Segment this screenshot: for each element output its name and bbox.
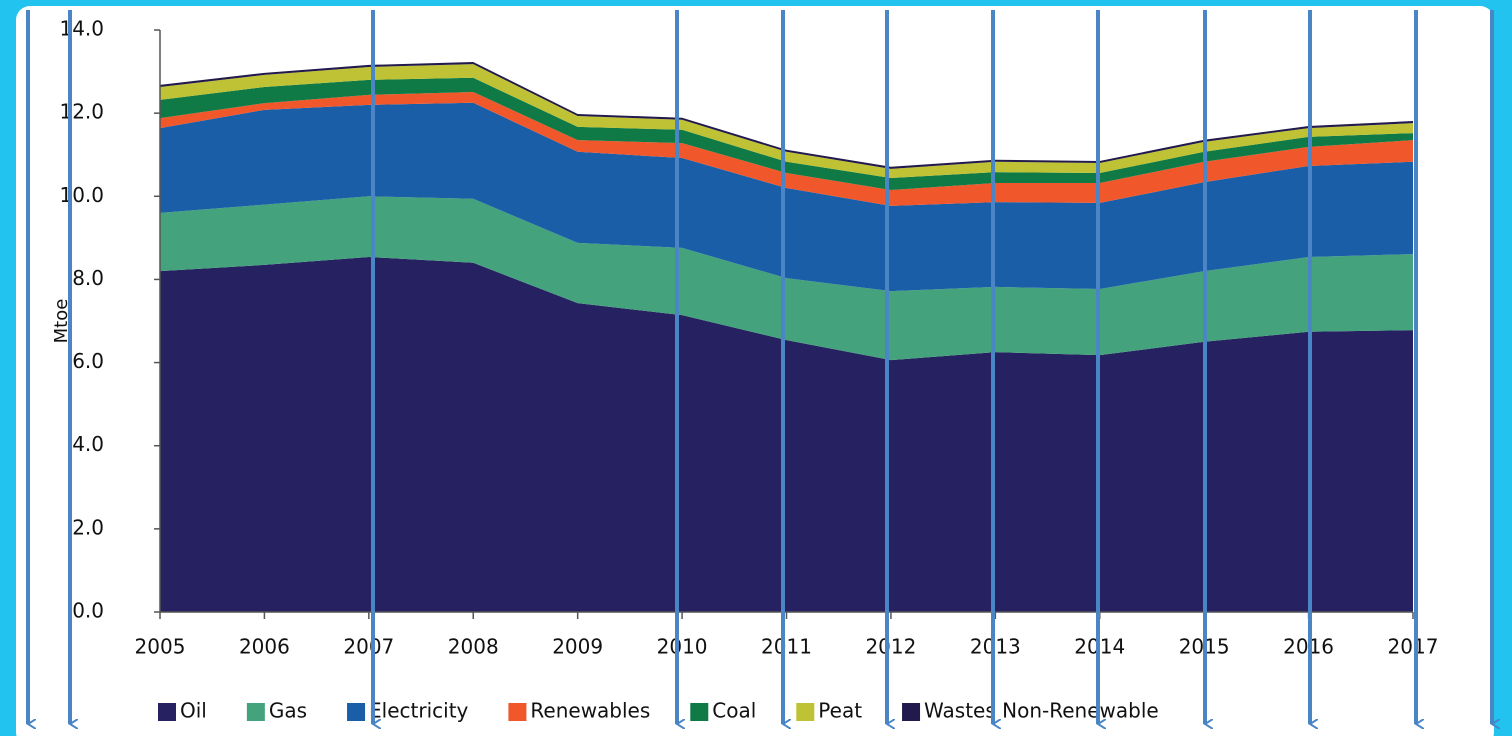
legend-label: Wastes Non-Renewable xyxy=(924,699,1159,723)
legend-label: Oil xyxy=(180,699,207,723)
y-tick-label: 6.0 xyxy=(72,349,104,373)
y-tick-label: 4.0 xyxy=(72,432,104,456)
x-tick-label: 2005 xyxy=(135,635,186,659)
area xyxy=(160,64,1413,178)
area xyxy=(160,77,1413,191)
plot-area: 0.0 2.0 4.0 6.0 8.0 10.0 12.0 14.0 2005 2006 2007 2… xyxy=(59,17,1438,723)
legend-swatch xyxy=(246,703,265,721)
y-axis-label: Mtoe xyxy=(51,299,72,344)
legend-swatch xyxy=(508,703,527,721)
legend-swatch xyxy=(690,703,709,721)
x-tick-label: 2006 xyxy=(239,635,290,659)
area xyxy=(160,91,1413,206)
x-tick-label: 2009 xyxy=(552,635,603,659)
y-tick-label: 8.0 xyxy=(72,266,104,290)
x-tick-label: 2008 xyxy=(448,635,499,659)
arrow-overlay xyxy=(26,10,1492,724)
x-tick-label: 2013 xyxy=(970,635,1021,659)
legend-swatch xyxy=(902,703,921,721)
legend-label: Coal xyxy=(712,699,756,723)
legend-swatch xyxy=(796,703,815,721)
area xyxy=(160,62,1413,169)
legend-label: Peat xyxy=(818,699,862,723)
y-tick-label: 10.0 xyxy=(59,183,104,207)
legend-label: Gas xyxy=(269,699,307,723)
x-tick-label: 2011 xyxy=(761,635,812,659)
legend-swatch xyxy=(347,703,366,721)
x-tick-label: 2012 xyxy=(865,635,916,659)
y-tick-label: 2.0 xyxy=(72,515,104,539)
y-tick-label: 14.0 xyxy=(59,17,104,41)
x-tick-label: 2017 xyxy=(1388,635,1439,659)
y-tick-label: 0.0 xyxy=(72,599,104,623)
x-tick-label: 2007 xyxy=(343,635,394,659)
legend-label: Electricity xyxy=(369,699,469,723)
legend-swatch xyxy=(158,703,176,721)
legend-label: Renewables xyxy=(530,699,650,723)
y-tick-label: 12.0 xyxy=(59,100,104,124)
x-tick-label: 2010 xyxy=(657,635,708,659)
